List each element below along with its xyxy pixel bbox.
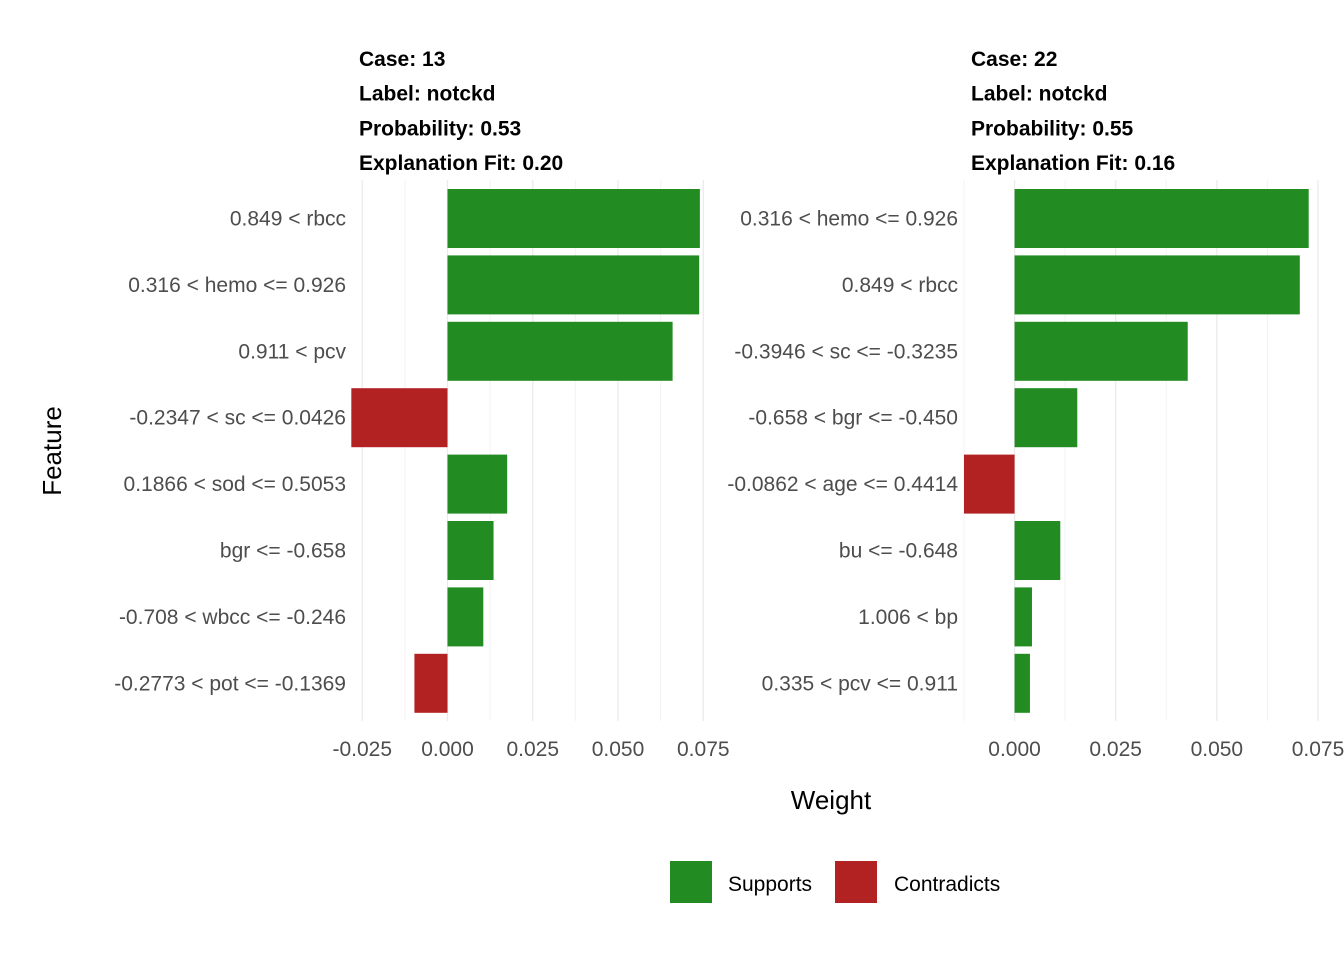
bar bbox=[1014, 255, 1300, 315]
panel-title-line: Explanation Fit: 0.16 bbox=[971, 152, 1175, 175]
feature-label: 0.1866 < sod <= 0.5053 bbox=[124, 473, 346, 496]
panel-title-line: Explanation Fit: 0.20 bbox=[359, 152, 563, 175]
x-tick-label: -0.025 bbox=[332, 738, 392, 761]
feature-label: 0.316 < hemo <= 0.926 bbox=[128, 274, 346, 297]
feature-label: -0.3946 < sc <= -0.3235 bbox=[734, 340, 958, 363]
bar bbox=[447, 587, 484, 647]
panel-title-line: Case: 22 bbox=[971, 48, 1057, 71]
bar bbox=[1014, 653, 1030, 713]
panel-title-line: Probability: 0.53 bbox=[359, 117, 521, 140]
feature-label: 0.849 < rbcc bbox=[230, 208, 346, 231]
feature-label: 0.335 < pcv <= 0.911 bbox=[762, 672, 958, 695]
feature-label: 0.316 < hemo <= 0.926 bbox=[740, 208, 958, 231]
bar bbox=[1014, 388, 1078, 448]
legend-swatch bbox=[835, 861, 877, 903]
legend: Supports Contradicts bbox=[670, 861, 1000, 903]
bar bbox=[1014, 189, 1309, 248]
bar bbox=[351, 388, 448, 448]
bar bbox=[1014, 521, 1061, 580]
bar bbox=[447, 521, 494, 580]
feature-label: -0.708 < wbcc <= -0.246 bbox=[119, 606, 346, 629]
legend-swatch bbox=[670, 861, 712, 903]
bar bbox=[447, 255, 700, 315]
x-tick-label: 0.025 bbox=[1089, 738, 1142, 761]
bar bbox=[414, 653, 448, 713]
bar bbox=[1014, 321, 1188, 381]
feature-label: 0.849 < rbcc bbox=[842, 274, 958, 297]
bar bbox=[447, 189, 700, 248]
x-tick-label: 0.025 bbox=[506, 738, 559, 761]
x-tick-label: 0.050 bbox=[592, 738, 645, 761]
feature-label: bu <= -0.648 bbox=[839, 540, 958, 563]
bar bbox=[964, 454, 1015, 514]
legend-label: Supports bbox=[728, 873, 812, 896]
feature-label: -0.2773 < pot <= -0.1369 bbox=[114, 672, 346, 695]
x-tick-label: 0.050 bbox=[1191, 738, 1244, 761]
legend-label: Contradicts bbox=[894, 873, 1000, 896]
feature-label: -0.2347 < sc <= 0.0426 bbox=[129, 407, 346, 430]
panel-2: 0.000 0.025 0.050 0.075 0.316 < hemo <= 0.92… bbox=[727, 48, 1344, 761]
panel-title-line: Probability: 0.55 bbox=[971, 117, 1134, 140]
feature-label: -0.658 < bgr <= -0.450 bbox=[748, 407, 958, 430]
feature-label: -0.0862 < age <= 0.4414 bbox=[727, 473, 958, 496]
x-tick-label: 0.075 bbox=[677, 738, 730, 761]
panel-title-line: Case: 13 bbox=[359, 48, 445, 71]
bar bbox=[447, 321, 673, 381]
x-tick-label: 0.000 bbox=[421, 738, 474, 761]
bar bbox=[1014, 587, 1032, 647]
y-axis-title: Feature bbox=[37, 406, 67, 496]
feature-label: 0.911 < pcv bbox=[238, 340, 346, 363]
x-tick-label: 0.075 bbox=[1292, 738, 1344, 761]
panel-title-line: Label: notckd bbox=[971, 83, 1108, 106]
feature-label: bgr <= -0.658 bbox=[220, 540, 346, 563]
panel-title-line: Label: notckd bbox=[359, 83, 496, 106]
feature-label: 1.006 < bp bbox=[858, 606, 958, 629]
x-tick-label: 0.000 bbox=[988, 738, 1041, 761]
x-axis-title: Weight bbox=[791, 785, 872, 815]
bar bbox=[447, 454, 508, 514]
panel-1: -0.025 0.000 0.025 0.050 0.075 0.849 < rbcc 0.… bbox=[114, 48, 729, 761]
